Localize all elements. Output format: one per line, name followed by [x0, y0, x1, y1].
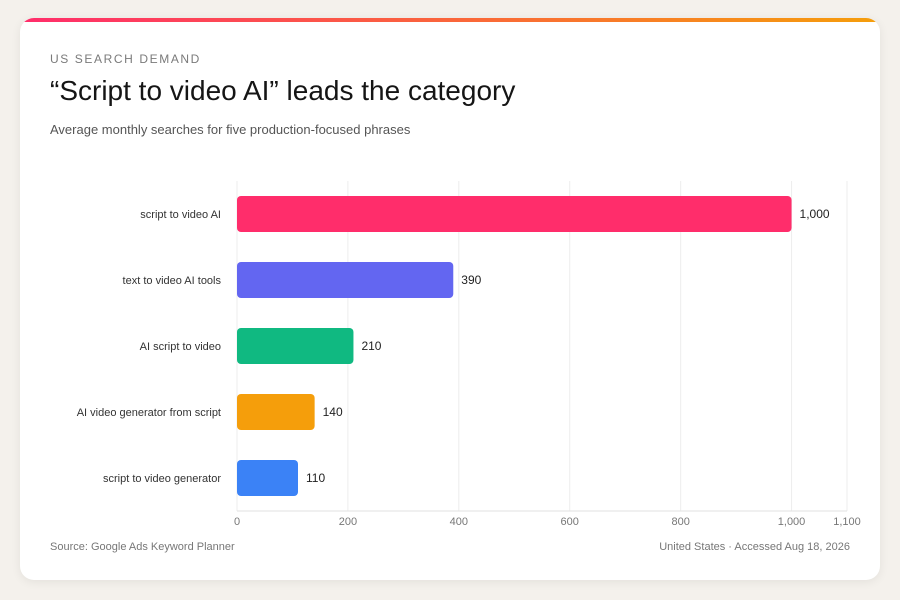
accent-bar	[20, 18, 880, 22]
category-label: AI script to video	[140, 341, 221, 353]
value-label: 140	[323, 405, 343, 419]
x-tick-label: 200	[339, 516, 357, 528]
bar	[237, 262, 454, 298]
category-label: script to video generator	[103, 473, 221, 485]
x-tick-label: 400	[450, 516, 468, 528]
bar	[237, 328, 354, 364]
x-tick-label: 1,000	[778, 516, 806, 528]
x-tick-label: 600	[561, 516, 579, 528]
x-tick-label: 800	[671, 516, 689, 528]
category-label: script to video AI	[140, 209, 221, 221]
bar	[237, 394, 315, 430]
value-label: 210	[361, 339, 381, 353]
value-label: 1,000	[800, 207, 830, 221]
chart-card: US SEARCH DEMAND “Script to video AI” le…	[20, 18, 880, 580]
bar	[237, 196, 792, 232]
eyebrow-label: US SEARCH DEMAND	[50, 52, 201, 66]
x-tick-label: 0	[234, 516, 240, 528]
value-label: 390	[461, 273, 481, 287]
category-label: text to video AI tools	[123, 275, 222, 287]
bar-chart: 0 200 400 600 800 1,000 1,100 script to video A…	[77, 181, 861, 528]
chart-subtitle: Average monthly searches for five produc…	[50, 122, 411, 137]
region-date-note: United States · Accessed Aug 18, 2026	[659, 541, 850, 553]
category-label: AI video generator from script	[77, 407, 221, 419]
chart-title: “Script to video AI” leads the category	[50, 75, 516, 106]
value-label: 110	[306, 471, 325, 485]
bar	[237, 460, 298, 496]
x-tick-label: 1,100	[833, 516, 861, 528]
source-note: Source: Google Ads Keyword Planner	[50, 541, 235, 553]
